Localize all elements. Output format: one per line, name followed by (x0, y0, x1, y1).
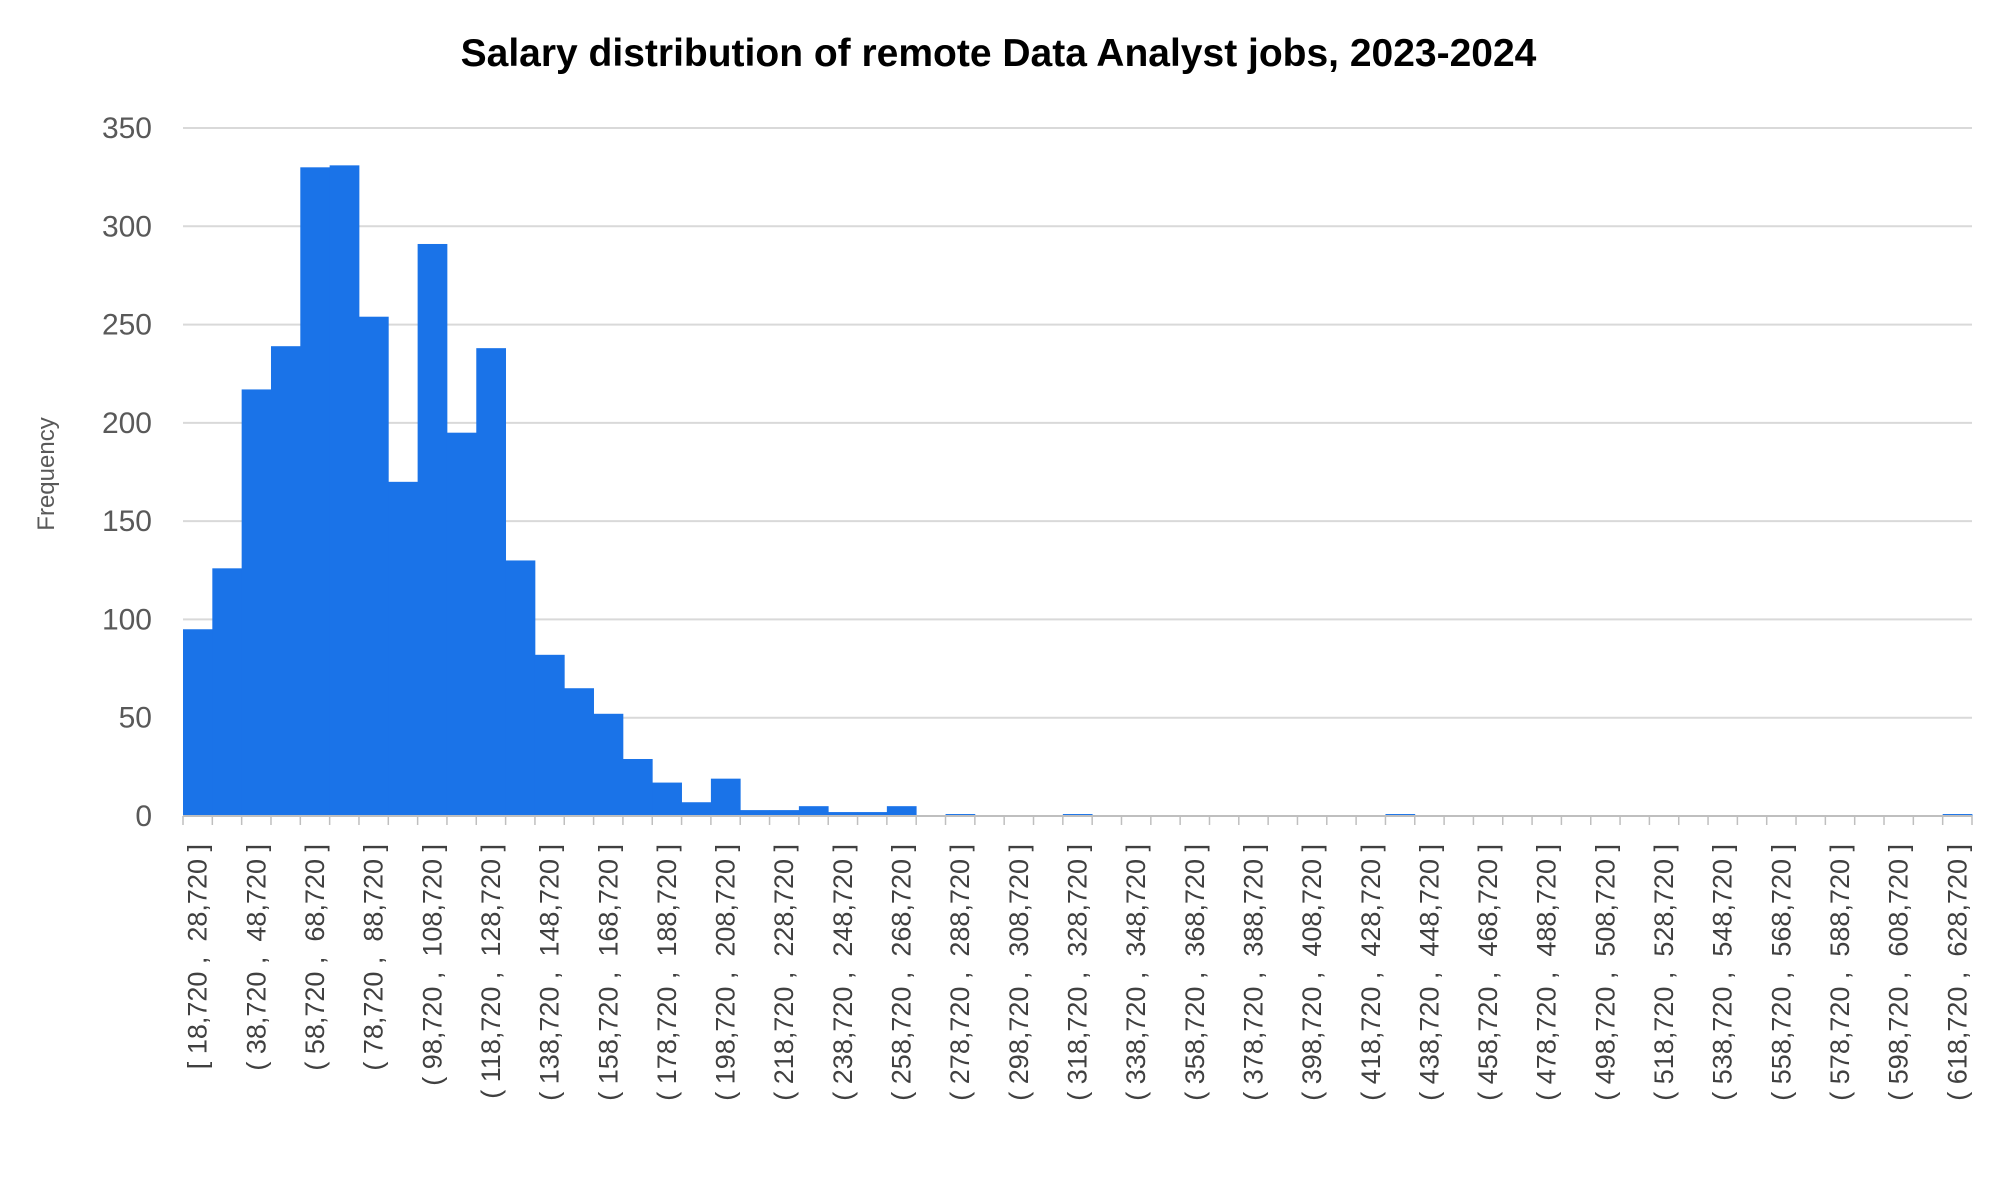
x-tick-label: ( 558,720 , 568,720 ] (1766, 844, 1796, 1101)
y-tick-label: 50 (119, 702, 152, 735)
x-tick-label: [ 18,720 , 28,720 ] (183, 844, 213, 1069)
x-tick-label: ( 198,720 , 208,720 ] (711, 844, 741, 1101)
histogram-bar (212, 568, 243, 816)
x-tick-label: ( 518,720 , 528,720 ] (1649, 844, 1679, 1101)
chart-title: Salary distribution of remote Data Analy… (460, 32, 1537, 75)
histogram-bar (183, 629, 213, 816)
x-tick-label: ( 118,720 , 128,720 ] (476, 844, 506, 1099)
histogram-bar (476, 348, 507, 816)
x-tick-label: ( 358,720 , 368,720 ] (1180, 844, 1210, 1101)
histogram-bar (622, 758, 653, 816)
histogram-bar (534, 654, 565, 816)
axes (182, 815, 1973, 825)
x-tick-label: ( 618,720 , 628,720 ] (1942, 844, 1972, 1101)
histogram-bar (798, 806, 829, 816)
histogram-bar (652, 782, 682, 816)
x-tick-label: ( 438,720 , 448,720 ] (1414, 844, 1444, 1101)
y-tick-label: 350 (102, 112, 152, 145)
x-tick-label: ( 238,720 , 248,720 ] (828, 844, 858, 1101)
bars (183, 165, 1973, 817)
y-tick-label: 250 (102, 309, 152, 342)
histogram-bar (681, 802, 712, 816)
histogram-bar (417, 243, 448, 816)
x-tick-label: ( 598,720 , 608,720 ] (1884, 844, 1914, 1101)
x-tick-label: ( 338,720 , 348,720 ] (1121, 844, 1151, 1101)
histogram-bar (329, 165, 360, 816)
x-tick-label: ( 98,720 , 108,720 ] (417, 844, 447, 1086)
histogram-bar (388, 481, 419, 816)
histogram-bar (857, 812, 888, 816)
x-tick-label: ( 38,720 , 48,720 ] (241, 844, 271, 1071)
x-tick-label: ( 158,720 , 168,720 ] (593, 844, 623, 1101)
x-tick-label: ( 378,720 , 388,720 ] (1238, 844, 1268, 1101)
y-axis-title: Frequency (33, 417, 60, 530)
x-tick-label: ( 458,720 , 468,720 ] (1473, 844, 1503, 1101)
x-tick-labels: [ 18,720 , 28,720 ] ( 38,720 , 48,720 ] ( … (183, 844, 1973, 1101)
histogram-bar (828, 812, 858, 816)
histogram-bar (358, 316, 389, 816)
histogram-bar (769, 810, 800, 816)
x-tick-label: ( 578,720 , 588,720 ] (1825, 844, 1855, 1101)
y-tick-label: 200 (102, 407, 152, 440)
x-tick-label: ( 318,720 , 328,720 ] (1063, 844, 1093, 1101)
y-tick-label: 0 (135, 800, 152, 833)
histogram-bar (710, 778, 741, 816)
histogram-bar (270, 346, 301, 816)
histogram-bar (593, 713, 624, 816)
histogram-bar (740, 810, 770, 816)
y-tick-label: 150 (102, 505, 152, 538)
x-tick-label: ( 58,720 , 68,720 ] (300, 844, 330, 1071)
x-tick-label: ( 278,720 , 288,720 ] (945, 844, 975, 1101)
y-tick-label: 300 (102, 210, 152, 243)
x-tick-label: ( 178,720 , 188,720 ] (652, 844, 682, 1101)
x-tick-label: ( 538,720 , 548,720 ] (1708, 844, 1738, 1101)
x-tick-label: ( 218,720 , 228,720 ] (769, 844, 799, 1101)
histogram-bar (446, 432, 477, 816)
histogram-bar (300, 167, 331, 817)
x-tick-label: ( 298,720 , 308,720 ] (1004, 844, 1034, 1101)
y-tick-labels: 0 50 100 150 200 250 300 350 (102, 112, 152, 833)
x-tick-label: ( 398,720 , 408,720 ] (1297, 844, 1327, 1101)
x-tick-label: ( 478,720 , 488,720 ] (1532, 844, 1562, 1101)
histogram-bar (886, 806, 917, 816)
x-tick-label: ( 258,720 , 268,720 ] (887, 844, 917, 1101)
histogram-bar (505, 560, 536, 816)
y-tick-label: 100 (102, 603, 152, 636)
x-tick-label: ( 138,720 , 148,720 ] (535, 844, 565, 1101)
x-tick-label: ( 78,720 , 88,720 ] (359, 844, 389, 1071)
x-tick-label: ( 498,720 , 508,720 ] (1590, 844, 1620, 1101)
x-tick-label: ( 418,720 , 428,720 ] (1356, 844, 1386, 1101)
histogram-bar (564, 688, 594, 816)
histogram-bar (241, 389, 272, 816)
